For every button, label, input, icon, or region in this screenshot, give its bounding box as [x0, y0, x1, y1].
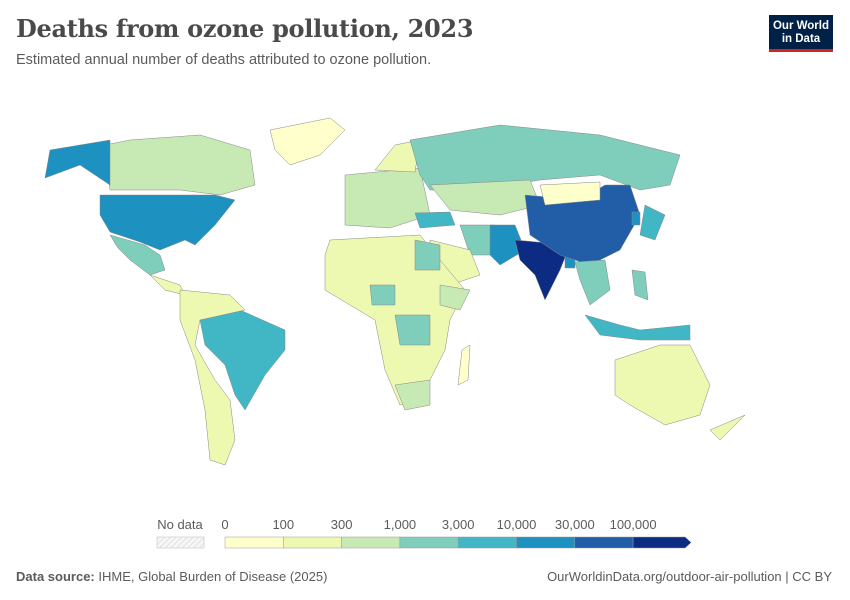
country-united-states[interactable]: [44, 139, 111, 186]
legend-bin-7[interactable]: [632, 536, 692, 549]
country-philippines[interactable]: [631, 269, 649, 301]
legend-tick-label: 100: [272, 517, 295, 532]
chart-subtitle: Estimated annual number of deaths attrib…: [16, 52, 432, 68]
country-united-states[interactable]: [99, 194, 236, 251]
country-pakistan[interactable]: [489, 224, 526, 266]
country-turkey[interactable]: [414, 211, 456, 229]
legend-no-data-swatch: [156, 536, 205, 549]
legend-bin-6[interactable]: [574, 536, 634, 549]
country-mongolia[interactable]: [539, 181, 601, 206]
chart-title: Deaths from ozone pollution, 2023: [16, 14, 474, 43]
legend-bin-3[interactable]: [399, 536, 459, 549]
source-label: Data source:: [16, 569, 95, 584]
country-egypt[interactable]: [414, 239, 441, 271]
legend-bin-0[interactable]: [224, 536, 284, 549]
country-russia[interactable]: [409, 124, 681, 191]
legend-bin-4[interactable]: [457, 536, 517, 549]
legend-tick-label: 10,000: [496, 517, 537, 532]
legend-tick-label: 300: [330, 517, 353, 532]
country-southeast-asia[interactable]: [574, 259, 611, 306]
country-nigeria[interactable]: [369, 284, 396, 306]
data-source: Data source: IHME, Global Burden of Dise…: [16, 569, 327, 584]
legend-tick-label: 30,000: [554, 517, 595, 532]
country-brazil[interactable]: [199, 309, 286, 411]
country-south-korea[interactable]: [631, 211, 641, 226]
country-greenland[interactable]: [269, 117, 346, 166]
country-dr-congo[interactable]: [394, 314, 431, 346]
country-south-africa[interactable]: [394, 379, 431, 411]
legend-tick-label: 3,000: [441, 517, 475, 532]
country-mexico[interactable]: [109, 234, 166, 276]
legend-tick-label: 0: [221, 517, 229, 532]
legend-bin-1[interactable]: [283, 536, 342, 549]
country-australia[interactable]: [614, 344, 711, 426]
owid-logo[interactable]: Our World in Data: [769, 15, 833, 52]
country-rest-of-south-america[interactable]: [179, 289, 246, 466]
country-canada[interactable]: [104, 134, 256, 196]
country-indonesia[interactable]: [584, 314, 691, 341]
source-url[interactable]: OurWorldinData.org/outdoor-air-pollution…: [547, 569, 832, 584]
country-madagascar[interactable]: [457, 344, 471, 386]
legend-tick-label: 100,000: [609, 517, 657, 532]
country-ethiopia[interactable]: [439, 284, 471, 311]
country-japan[interactable]: [639, 204, 666, 241]
legend-bin-5[interactable]: [516, 536, 576, 549]
legend-no-data-label: No data: [157, 517, 203, 532]
legend-tick-label: 1,000: [383, 517, 417, 532]
source-text: IHME, Global Burden of Disease (2025): [98, 569, 328, 584]
legend-bin-2[interactable]: [341, 536, 401, 549]
country-central-asia[interactable]: [429, 179, 541, 216]
country-new-zealand[interactable]: [709, 414, 746, 441]
